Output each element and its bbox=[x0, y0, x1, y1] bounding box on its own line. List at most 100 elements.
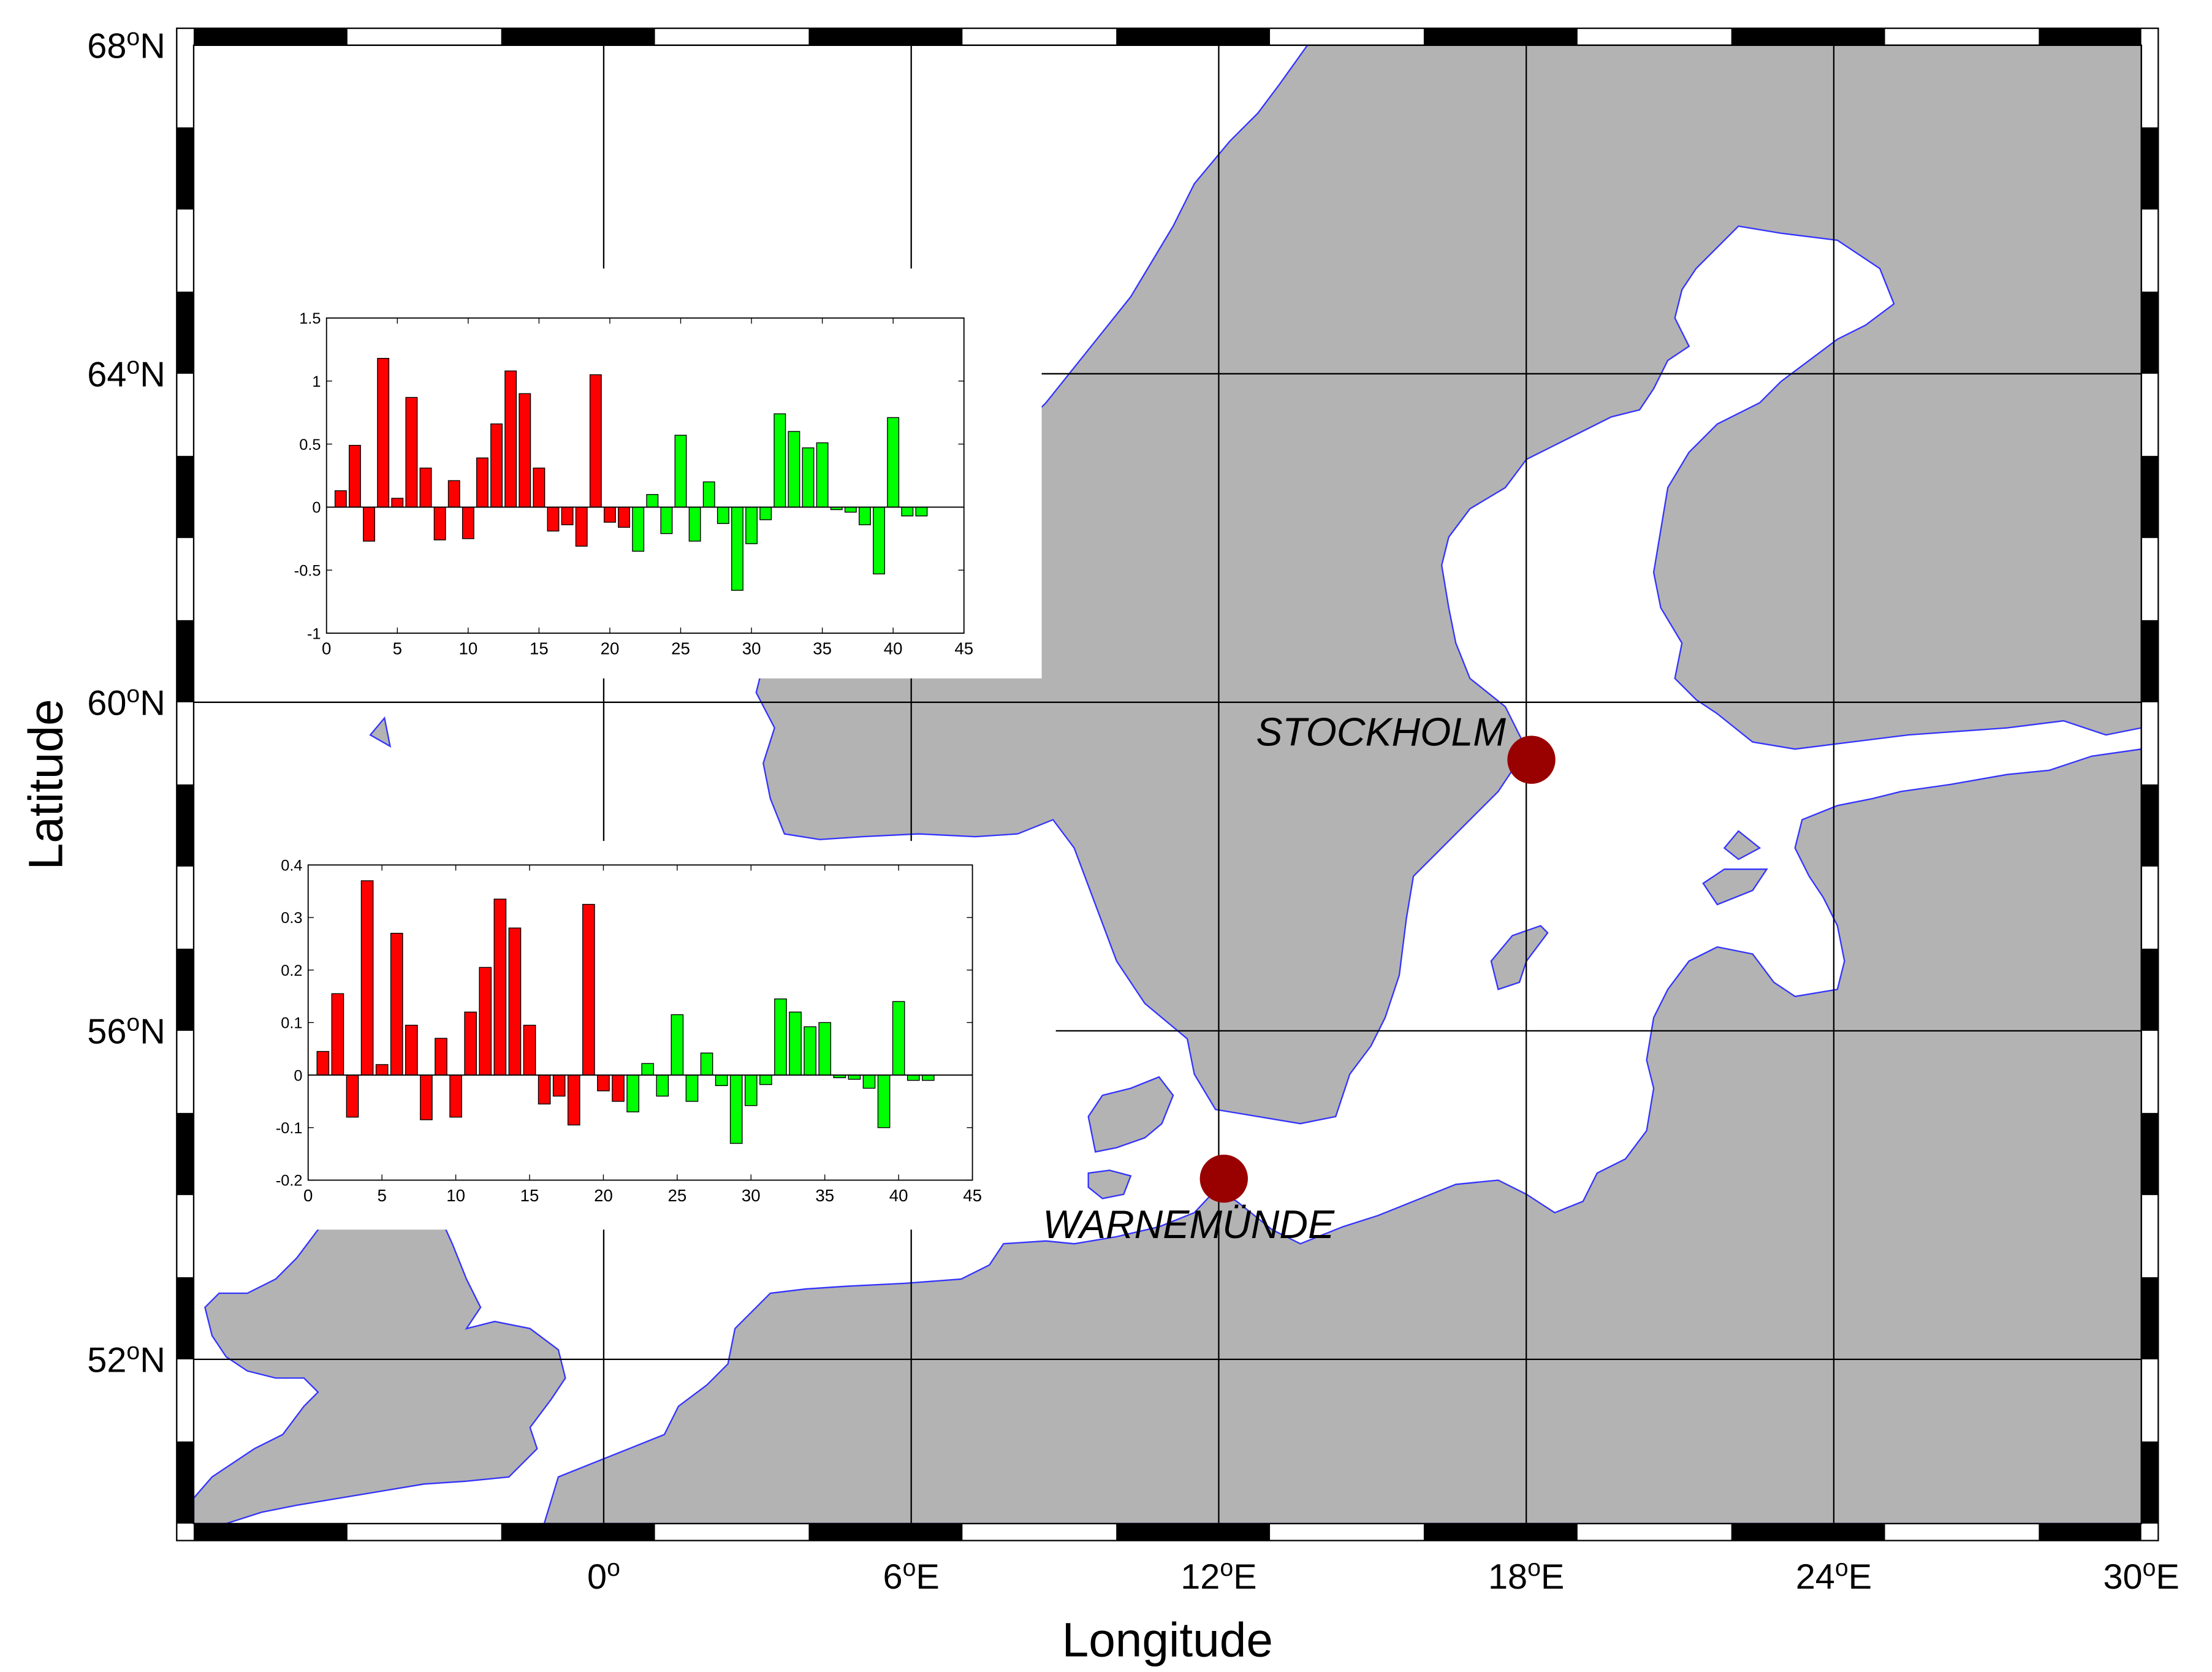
frame-segment bbox=[193, 28, 348, 45]
frame-segment bbox=[177, 620, 194, 702]
chart-bar bbox=[788, 431, 800, 508]
chart-bar bbox=[316, 1051, 330, 1076]
lon-tick-degree: o bbox=[607, 1554, 620, 1581]
chart-bar bbox=[377, 357, 390, 508]
chart-bar bbox=[892, 1001, 905, 1076]
chart-bar bbox=[744, 1074, 758, 1106]
chart-bar bbox=[405, 397, 418, 508]
lon-tick-value: 12 bbox=[1180, 1557, 1220, 1597]
frame-segment bbox=[1116, 1523, 1271, 1541]
chart-bar bbox=[804, 1026, 816, 1076]
chart-bar bbox=[674, 435, 687, 508]
lat-tick-degree: o bbox=[126, 352, 140, 379]
chart-bar bbox=[862, 1074, 876, 1089]
chart-bar bbox=[844, 506, 857, 513]
chart-bar bbox=[901, 506, 914, 517]
chart-bar bbox=[774, 998, 787, 1076]
lon-tick-label: 24oE bbox=[1796, 1554, 1872, 1597]
chart-x-tick-label: 35 bbox=[815, 1186, 834, 1205]
chart-bar bbox=[493, 899, 507, 1076]
chart-bar bbox=[789, 1011, 802, 1076]
chart-bar bbox=[547, 506, 560, 532]
chart-bar bbox=[597, 1074, 610, 1092]
chart-bar bbox=[331, 993, 344, 1076]
chart-bar bbox=[405, 1024, 418, 1076]
lon-tick-suffix: E bbox=[916, 1557, 939, 1597]
frame-segment bbox=[2141, 948, 2159, 1031]
chart-bar bbox=[419, 467, 432, 508]
frame-segment bbox=[2141, 291, 2159, 374]
frame-segment bbox=[1423, 1523, 1578, 1541]
chart-x-tick-label: 25 bbox=[671, 639, 690, 658]
chart-bar bbox=[729, 1074, 743, 1144]
chart-bar bbox=[447, 480, 460, 508]
chart-bar bbox=[715, 1074, 728, 1086]
land-zealand bbox=[1087, 1076, 1174, 1153]
chart-bar bbox=[816, 442, 829, 508]
chart-bar bbox=[462, 506, 474, 539]
chart-bar bbox=[922, 1074, 935, 1081]
lon-tick-degree: o bbox=[903, 1554, 916, 1581]
land-islet bbox=[369, 716, 392, 748]
chart-x-tick-label: 5 bbox=[393, 639, 402, 658]
lat-tick-suffix: N bbox=[140, 355, 165, 395]
station-marker bbox=[1199, 1154, 1248, 1203]
chart-bar bbox=[685, 1074, 699, 1102]
chart-y-tick-label: 0 bbox=[294, 1067, 302, 1084]
chart-y-tick-label: 0.3 bbox=[281, 910, 302, 927]
chart-bar bbox=[641, 1063, 655, 1076]
lat-tick-degree: o bbox=[126, 1009, 140, 1036]
chart-y-tick-label: -0.5 bbox=[294, 562, 321, 579]
lon-tick-labels: 0o 6oE 12oE 18oE 24oE 30oE bbox=[587, 1554, 2180, 1597]
chart-x-tick-label: 30 bbox=[742, 1186, 761, 1205]
lat-tick-value: 52 bbox=[87, 1341, 126, 1380]
chart-x-tick-label: 25 bbox=[668, 1186, 687, 1205]
chart-y-tick-label: 0.4 bbox=[281, 857, 302, 874]
frame-segment bbox=[2141, 784, 2159, 867]
chart-bar bbox=[391, 498, 404, 508]
chart-bar bbox=[523, 1024, 536, 1076]
chart-bar bbox=[618, 506, 631, 528]
chart-bar bbox=[873, 506, 886, 575]
chart-bar bbox=[759, 506, 772, 520]
chart-bar bbox=[848, 1074, 861, 1080]
chart-plot-box bbox=[307, 864, 973, 1181]
chart-bar bbox=[552, 1074, 566, 1097]
chart-x-tick-label: 30 bbox=[742, 639, 761, 658]
lon-tick-suffix: E bbox=[1541, 1557, 1564, 1597]
frame-segment bbox=[808, 1523, 963, 1541]
chart-x-tick-label: 20 bbox=[601, 639, 620, 658]
chart-bar bbox=[349, 444, 361, 508]
frame-segment bbox=[2141, 1112, 2159, 1195]
land-hiiumaa bbox=[1723, 830, 1762, 861]
inset-chart-warnemunde: 0 5 10 15 20 25 30 35 40 45 -0.2 -0.1 0 0.1 0.2 0.3 0.4 bbox=[276, 857, 982, 1205]
lon-tick-label: 12oE bbox=[1180, 1554, 1256, 1597]
chart-bar bbox=[859, 506, 871, 525]
frame-segment bbox=[2141, 1441, 2159, 1524]
chart-x-tick-label: 45 bbox=[954, 639, 973, 658]
lon-tick-degree: o bbox=[2143, 1554, 2156, 1581]
chart-bar bbox=[632, 506, 645, 552]
frame-segment bbox=[1731, 1523, 1885, 1541]
chart-x-tick-label: 10 bbox=[446, 1186, 465, 1205]
chart-bar bbox=[716, 506, 729, 524]
chart-y-tick-label: 0 bbox=[312, 500, 321, 517]
chart-bar bbox=[759, 1074, 772, 1085]
frame-segment bbox=[193, 1523, 348, 1541]
chart-bar bbox=[479, 967, 492, 1076]
chart-x-tick-label: 40 bbox=[884, 639, 903, 658]
station-label: WARNEMÜNDE bbox=[1043, 1203, 1335, 1247]
chart-bar bbox=[773, 413, 786, 508]
chart-bar bbox=[731, 506, 743, 591]
chart-bar bbox=[656, 1074, 669, 1097]
land-masses bbox=[192, 44, 2142, 1525]
chart-bar bbox=[877, 1074, 891, 1128]
lon-tick-label: 18oE bbox=[1488, 1554, 1564, 1597]
lat-tick-label: 52oN bbox=[87, 1338, 165, 1380]
chart-bar bbox=[626, 1074, 639, 1112]
chart-bar bbox=[504, 370, 517, 508]
chart-y-tick-label: 0.1 bbox=[281, 1015, 302, 1032]
lat-tick-value: 64 bbox=[87, 355, 126, 395]
chart-x-tick-label: 45 bbox=[963, 1186, 982, 1205]
